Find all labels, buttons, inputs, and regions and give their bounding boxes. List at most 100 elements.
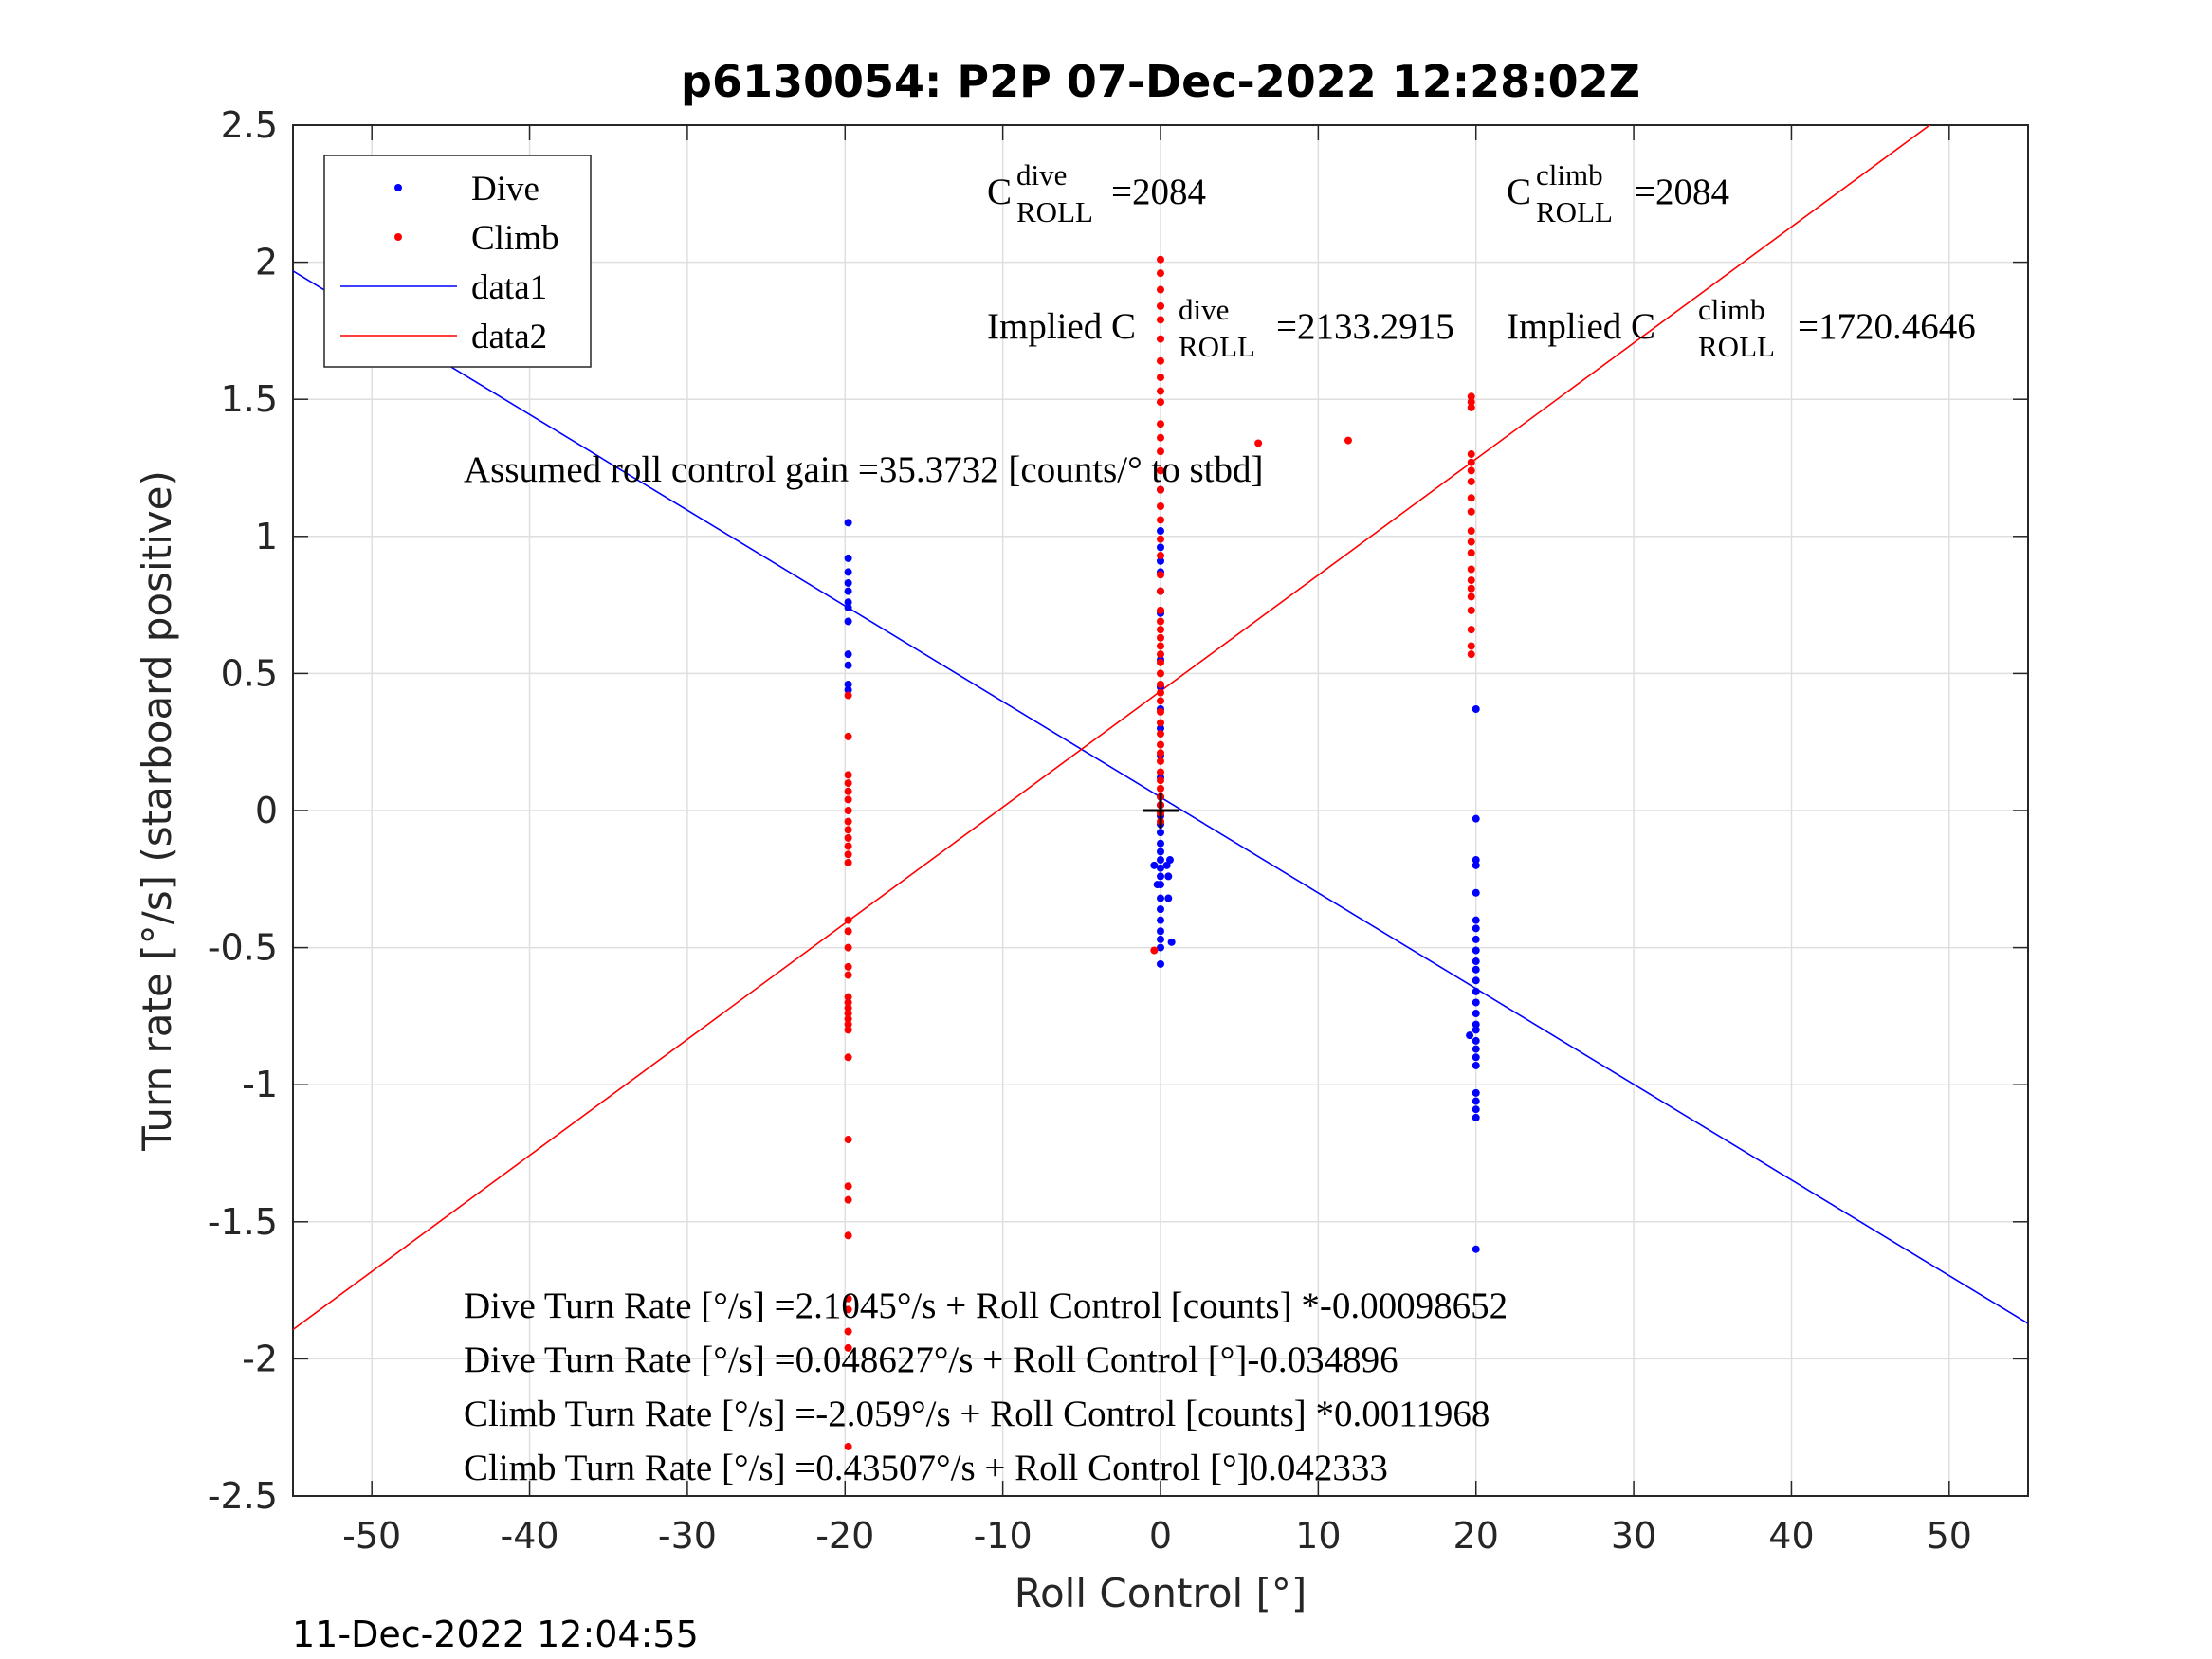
- climb-point: [1157, 501, 1164, 510]
- c-roll-dive-annotation: C dive ROLL =2084: [987, 158, 1206, 228]
- y-tick-label: 0.5: [221, 652, 278, 694]
- climb-point: [1157, 757, 1164, 765]
- climb-point: [844, 850, 852, 859]
- climb-point: [1467, 584, 1475, 592]
- dive-point: [1472, 1045, 1480, 1053]
- climb-point: [1157, 335, 1164, 343]
- climb-point: [1157, 650, 1164, 659]
- implied-c-roll-dive-annotation: Implied C dive ROLL =2133.2915: [987, 293, 1454, 363]
- dive-point: [844, 578, 852, 587]
- climb-point: [844, 1014, 852, 1023]
- climb-point: [844, 1026, 852, 1034]
- climb-point: [1467, 466, 1475, 475]
- dive-point: [844, 685, 852, 694]
- climb-point: [1157, 719, 1164, 727]
- dive-point: [844, 587, 852, 595]
- climb-point: [1467, 565, 1475, 574]
- dive-point: [844, 598, 852, 607]
- climb-point: [844, 943, 852, 952]
- render-timestamp: 11-Dec-2022 12:04:55: [292, 1613, 699, 1655]
- climb-point: [1467, 507, 1475, 516]
- climb-point: [1157, 776, 1164, 785]
- x-tick-label: 30: [1611, 1515, 1656, 1557]
- climb-point: [844, 1053, 852, 1062]
- climb-point: [1157, 398, 1164, 407]
- climb-point: [1157, 387, 1164, 395]
- dive-point: [1466, 1031, 1474, 1040]
- climb-point: [844, 833, 852, 842]
- climb-point: [1344, 436, 1352, 445]
- dive-point: [1167, 938, 1176, 946]
- legend-climb-label: Climb: [471, 219, 559, 258]
- dive-point: [1157, 872, 1164, 881]
- x-tick-label: -30: [658, 1515, 717, 1557]
- climb-point: [1467, 626, 1475, 634]
- dive-point: [1164, 872, 1173, 881]
- dive-point: [1472, 861, 1480, 869]
- climb-point: [844, 998, 852, 1007]
- dive-point: [1472, 987, 1480, 995]
- x-tick-label: 0: [1149, 1515, 1172, 1557]
- implied-dive-base: Implied C: [987, 306, 1136, 347]
- climb-point: [844, 795, 852, 804]
- origin-marker: [1143, 793, 1179, 829]
- dive-point: [1472, 1088, 1480, 1097]
- dive-point: [1164, 894, 1173, 902]
- climb-point: [844, 962, 852, 971]
- climb-point: [1467, 392, 1475, 401]
- climb-point: [1157, 688, 1164, 697]
- climb-point: [844, 1327, 852, 1336]
- climb-point: [844, 927, 852, 936]
- x-axis-label: Roll Control [°]: [1015, 1570, 1307, 1616]
- dive-point: [844, 603, 852, 611]
- climb-point: [1150, 946, 1159, 955]
- climb-point: [1467, 538, 1475, 546]
- dive-point: [1472, 1010, 1480, 1018]
- legend-data1-label: data1: [471, 268, 547, 307]
- dive-fit-degrees-equation: Dive Turn Rate [°/s] =0.048627°/s + Roll…: [464, 1340, 1398, 1380]
- climb-point: [1254, 439, 1263, 447]
- climb-point: [1157, 740, 1164, 749]
- x-tick-label: 40: [1768, 1515, 1814, 1557]
- dive-point: [1472, 965, 1480, 974]
- climb-point: [1157, 301, 1164, 310]
- climb-point: [1467, 642, 1475, 650]
- dive-point: [1472, 998, 1480, 1007]
- dive-point: [1472, 1020, 1480, 1029]
- dive-point: [1157, 839, 1164, 848]
- dive-point: [1472, 1105, 1480, 1114]
- climb-point: [1157, 697, 1164, 705]
- implied-climb-superscript: climb: [1698, 293, 1765, 326]
- climb-point: [1157, 447, 1164, 456]
- y-tick-label: 1: [255, 516, 278, 557]
- climb-point: [1157, 356, 1164, 365]
- implied-dive-subscript: ROLL: [1179, 330, 1255, 363]
- implied-dive-superscript: dive: [1179, 293, 1229, 326]
- climb-point: [844, 1294, 852, 1303]
- climb-point: [1467, 592, 1475, 601]
- legend-dive-label: Dive: [471, 170, 539, 209]
- climb-point: [1467, 606, 1475, 614]
- dive-point: [844, 519, 852, 527]
- climb-point: [1157, 433, 1164, 442]
- climb-point: [1157, 516, 1164, 524]
- dive-point: [844, 617, 852, 626]
- dive-point: [1157, 905, 1164, 914]
- c-climb-subscript: ROLL: [1536, 195, 1613, 228]
- climb-point: [1467, 650, 1475, 659]
- climb-point: [844, 771, 852, 779]
- climb-point: [1157, 316, 1164, 324]
- climb-point: [1157, 420, 1164, 428]
- climb-point: [1157, 485, 1164, 494]
- x-tick-label: 20: [1453, 1515, 1499, 1557]
- climb-point: [1157, 642, 1164, 650]
- climb-point: [1467, 549, 1475, 557]
- chart-title: p6130054: P2P 07-Dec-2022 12:28:02Z: [681, 56, 1640, 107]
- climb-fit-degrees-equation: Climb Turn Rate [°/s] =0.43507°/s + Roll…: [464, 1448, 1388, 1488]
- axis-ticks: [293, 124, 2028, 1497]
- implied-climb-subscript: ROLL: [1698, 330, 1775, 363]
- y-tick-label: -2: [242, 1338, 278, 1379]
- implied-climb-base: Implied C: [1507, 306, 1655, 347]
- x-tick-label: 10: [1295, 1515, 1341, 1557]
- dive-point: [1153, 881, 1161, 889]
